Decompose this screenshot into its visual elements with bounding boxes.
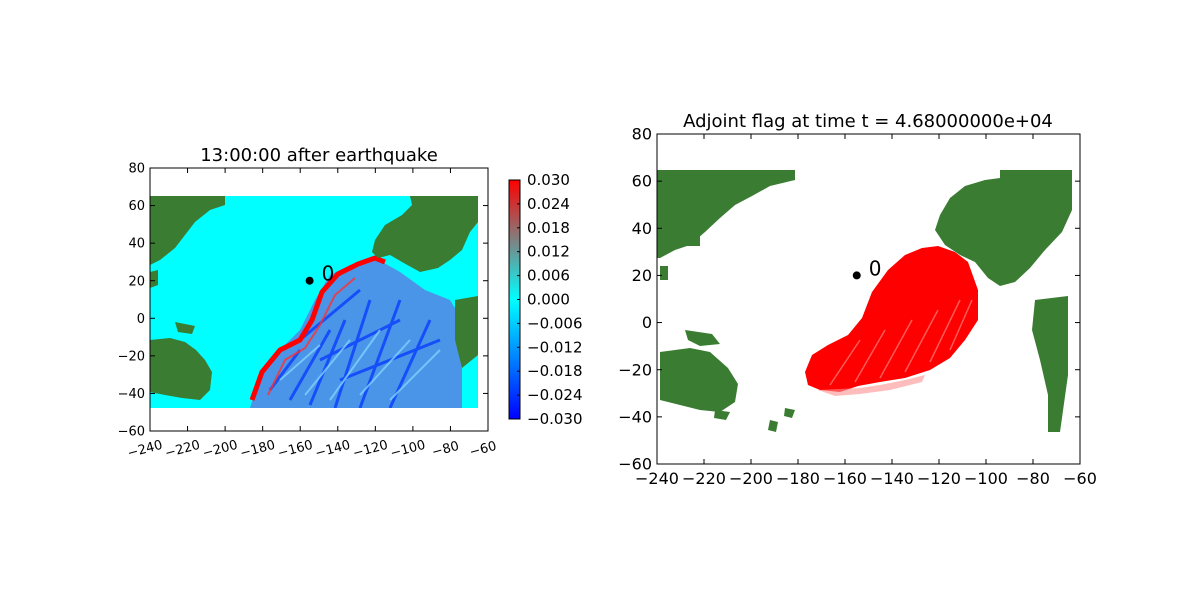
right-y-tick-label: 20 bbox=[632, 266, 652, 285]
right-y-axis: −60 −40 −20 0 20 40 60 80 bbox=[618, 125, 1080, 474]
left-y-tick-label: 40 bbox=[128, 237, 145, 252]
left-nodata-top bbox=[150, 168, 488, 196]
left-map bbox=[150, 168, 488, 431]
left-x-tick-label: −160 bbox=[276, 438, 314, 462]
right-land bbox=[657, 170, 1072, 432]
left-panel: 13:00:00 after earthquake bbox=[118, 145, 583, 461]
right-y-tick-label: −60 bbox=[618, 455, 652, 474]
left-gauge-marker bbox=[305, 276, 314, 285]
left-x-tick-label: −80 bbox=[430, 439, 460, 461]
colorbar-tick-label: −0.012 bbox=[527, 338, 583, 356]
left-y-tick-label: −20 bbox=[118, 349, 145, 364]
left-y-tick-label: −40 bbox=[118, 387, 145, 402]
colorbar-tick-label: 0.012 bbox=[527, 243, 570, 261]
right-x-tick-label: −60 bbox=[1063, 469, 1097, 488]
right-x-tick-label: −120 bbox=[917, 469, 961, 488]
left-x-tick-label: −240 bbox=[126, 438, 164, 462]
right-y-tick-label: 40 bbox=[632, 219, 652, 238]
right-x-tick-label: −220 bbox=[682, 469, 726, 488]
colorbar-tick-label: −0.024 bbox=[527, 386, 583, 404]
left-wave-stripes-light bbox=[279, 329, 441, 401]
right-y-tick-label: −20 bbox=[618, 360, 652, 379]
left-x-tick-label: −220 bbox=[163, 438, 201, 462]
right-x-tick-label: −240 bbox=[635, 469, 679, 488]
right-y-tick-label: −40 bbox=[618, 407, 652, 426]
left-wavefront-inner bbox=[267, 277, 356, 396]
left-land bbox=[150, 196, 478, 400]
right-gauge: 0 bbox=[852, 256, 882, 280]
right-y-tick-label: 60 bbox=[632, 172, 652, 191]
left-nodata-right bbox=[478, 168, 488, 431]
left-wave-field bbox=[250, 258, 462, 408]
colorbar-tick-label: −0.006 bbox=[527, 314, 583, 332]
right-x-tick-label: −80 bbox=[1016, 469, 1050, 488]
left-wavefront bbox=[249, 255, 386, 401]
colorbar-tick-label: −0.018 bbox=[527, 362, 583, 380]
right-x-tick-label: −140 bbox=[870, 469, 914, 488]
left-y-tick-label: 0 bbox=[137, 312, 145, 327]
right-adjoint-streaks bbox=[829, 299, 973, 386]
right-gauge-label: 0 bbox=[869, 256, 882, 280]
left-x-tick-label: −180 bbox=[239, 438, 277, 462]
right-plot-frame bbox=[656, 133, 1081, 465]
right-x-tick-label: −100 bbox=[964, 469, 1008, 488]
colorbar-tick-label: 0.030 bbox=[527, 171, 570, 189]
colorbar-tick-label: 0.024 bbox=[527, 195, 570, 213]
right-chart-title: Adjoint flag at time t = 4.68000000e+04 bbox=[683, 111, 1053, 132]
colorbar-tick-label: 0.000 bbox=[527, 291, 570, 309]
colorbar-tick-label: −0.030 bbox=[527, 410, 583, 428]
left-x-tick-label: −140 bbox=[314, 438, 352, 462]
right-y-tick-label: 0 bbox=[642, 313, 652, 332]
left-y-tick-label: 20 bbox=[128, 274, 145, 289]
colorbar-tick-label: 0.006 bbox=[527, 267, 570, 285]
left-wave-stripes bbox=[268, 288, 441, 409]
right-x-tick-label: −200 bbox=[729, 469, 773, 488]
left-x-tick-label: −120 bbox=[351, 438, 389, 462]
left-plot-frame bbox=[149, 167, 489, 432]
left-y-tick-label: 60 bbox=[128, 199, 145, 214]
right-x-axis: −240 −220 −200 −180 −160 −140 −120 −100 −80 −60 bbox=[635, 134, 1097, 488]
right-y-tick-label: 80 bbox=[632, 125, 652, 144]
left-x-tick-label: −60 bbox=[468, 439, 498, 461]
right-x-tick-label: −160 bbox=[823, 469, 867, 488]
left-gauge-label: 0 bbox=[322, 262, 335, 286]
left-y-tick-label: −60 bbox=[118, 425, 145, 440]
right-panel: Adjoint flag at time t = 4.68000000e+04 … bbox=[618, 111, 1097, 488]
right-gauge-marker bbox=[852, 271, 861, 280]
right-adjoint-region bbox=[805, 246, 978, 392]
left-colorbar: 0.030 0.024 0.018 0.012 0.006 0.000 −0.006 −0.0… bbox=[508, 171, 583, 428]
colorbar-tick-label: 0.018 bbox=[527, 219, 570, 237]
left-nodata-bottom bbox=[150, 408, 488, 431]
left-y-tick-label: 80 bbox=[128, 162, 145, 177]
left-y-axis: −60 −40 −20 0 20 40 60 80 bbox=[118, 162, 488, 440]
left-x-tick-label: −100 bbox=[389, 438, 427, 462]
left-chart-title: 13:00:00 after earthquake bbox=[200, 145, 438, 166]
right-map bbox=[657, 170, 1072, 432]
right-x-tick-label: −180 bbox=[776, 469, 820, 488]
left-x-tick-label: −200 bbox=[201, 438, 239, 462]
left-colorbar-ticks: 0.030 0.024 0.018 0.012 0.006 0.000 −0.006 −0.0… bbox=[517, 171, 583, 428]
right-adjoint-fade bbox=[818, 375, 925, 396]
left-gauge: 0 bbox=[305, 262, 335, 286]
